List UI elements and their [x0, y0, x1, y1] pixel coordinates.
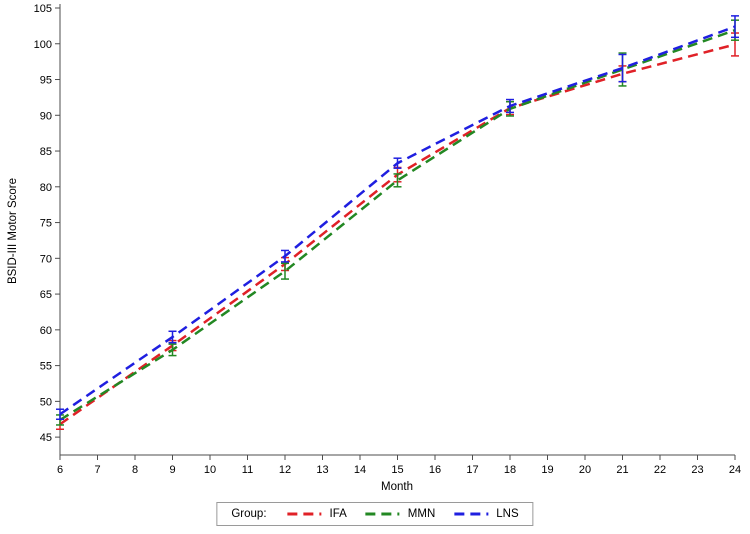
- x-tick-label: 9: [169, 464, 175, 476]
- legend-swatch-ifa: [287, 512, 322, 516]
- x-tick-label: 13: [316, 464, 328, 476]
- y-tick-label: 90: [40, 110, 52, 122]
- legend-title: Group:: [231, 508, 267, 520]
- x-tick-label: 12: [279, 464, 291, 476]
- y-tick-label: 100: [34, 39, 52, 51]
- x-tick-label: 20: [579, 464, 591, 476]
- y-tick-label: 55: [40, 361, 52, 373]
- x-tick-label: 24: [729, 464, 741, 476]
- legend-item-ifa: IFA: [287, 508, 347, 520]
- x-tick-label: 6: [57, 464, 63, 476]
- y-axis-label: BSID-III Motor Score: [7, 177, 19, 285]
- y-tick-label: 65: [40, 289, 52, 301]
- y-tick-label: 75: [40, 218, 52, 230]
- legend: Group: IFA MMN LNS: [216, 502, 534, 526]
- y-tick-label: 105: [34, 3, 52, 15]
- x-tick-label: 11: [242, 464, 253, 476]
- y-tick-label: 85: [40, 146, 52, 158]
- x-tick-label: 22: [654, 464, 666, 476]
- x-axis-label: Month: [381, 481, 413, 493]
- x-tick-label: 19: [541, 464, 553, 476]
- legend-swatch-lns: [454, 512, 489, 516]
- legend-item-mmn: MMN: [365, 508, 435, 520]
- x-tick-label: 16: [429, 464, 441, 476]
- x-tick-label: 15: [391, 464, 403, 476]
- legend-label-ifa: IFA: [329, 508, 347, 520]
- y-tick-label: 60: [40, 325, 52, 337]
- legend-item-lns: LNS: [453, 508, 519, 520]
- legend-label-lns: LNS: [496, 508, 519, 520]
- x-tick-label: 14: [354, 464, 366, 476]
- x-tick-label: 21: [616, 464, 628, 476]
- y-tick-label: 50: [40, 396, 52, 408]
- y-tick-label: 45: [40, 432, 52, 444]
- x-tick-label: 17: [466, 464, 478, 476]
- legend-swatch-mmn: [365, 512, 400, 516]
- series-line-mmn: [59, 28, 736, 422]
- x-tick-label: 23: [691, 464, 703, 476]
- y-tick-label: 95: [40, 75, 52, 87]
- series-line-lns: [59, 25, 736, 416]
- y-tick-label: 80: [40, 182, 52, 194]
- x-tick-label: 8: [132, 464, 138, 476]
- legend-label-mmn: MMN: [407, 508, 436, 520]
- x-tick-label: 18: [504, 464, 516, 476]
- x-tick-label: 10: [204, 464, 216, 476]
- series-line-ifa: [59, 43, 736, 426]
- y-tick-label: 70: [40, 253, 52, 265]
- x-tick-label: 7: [94, 464, 100, 476]
